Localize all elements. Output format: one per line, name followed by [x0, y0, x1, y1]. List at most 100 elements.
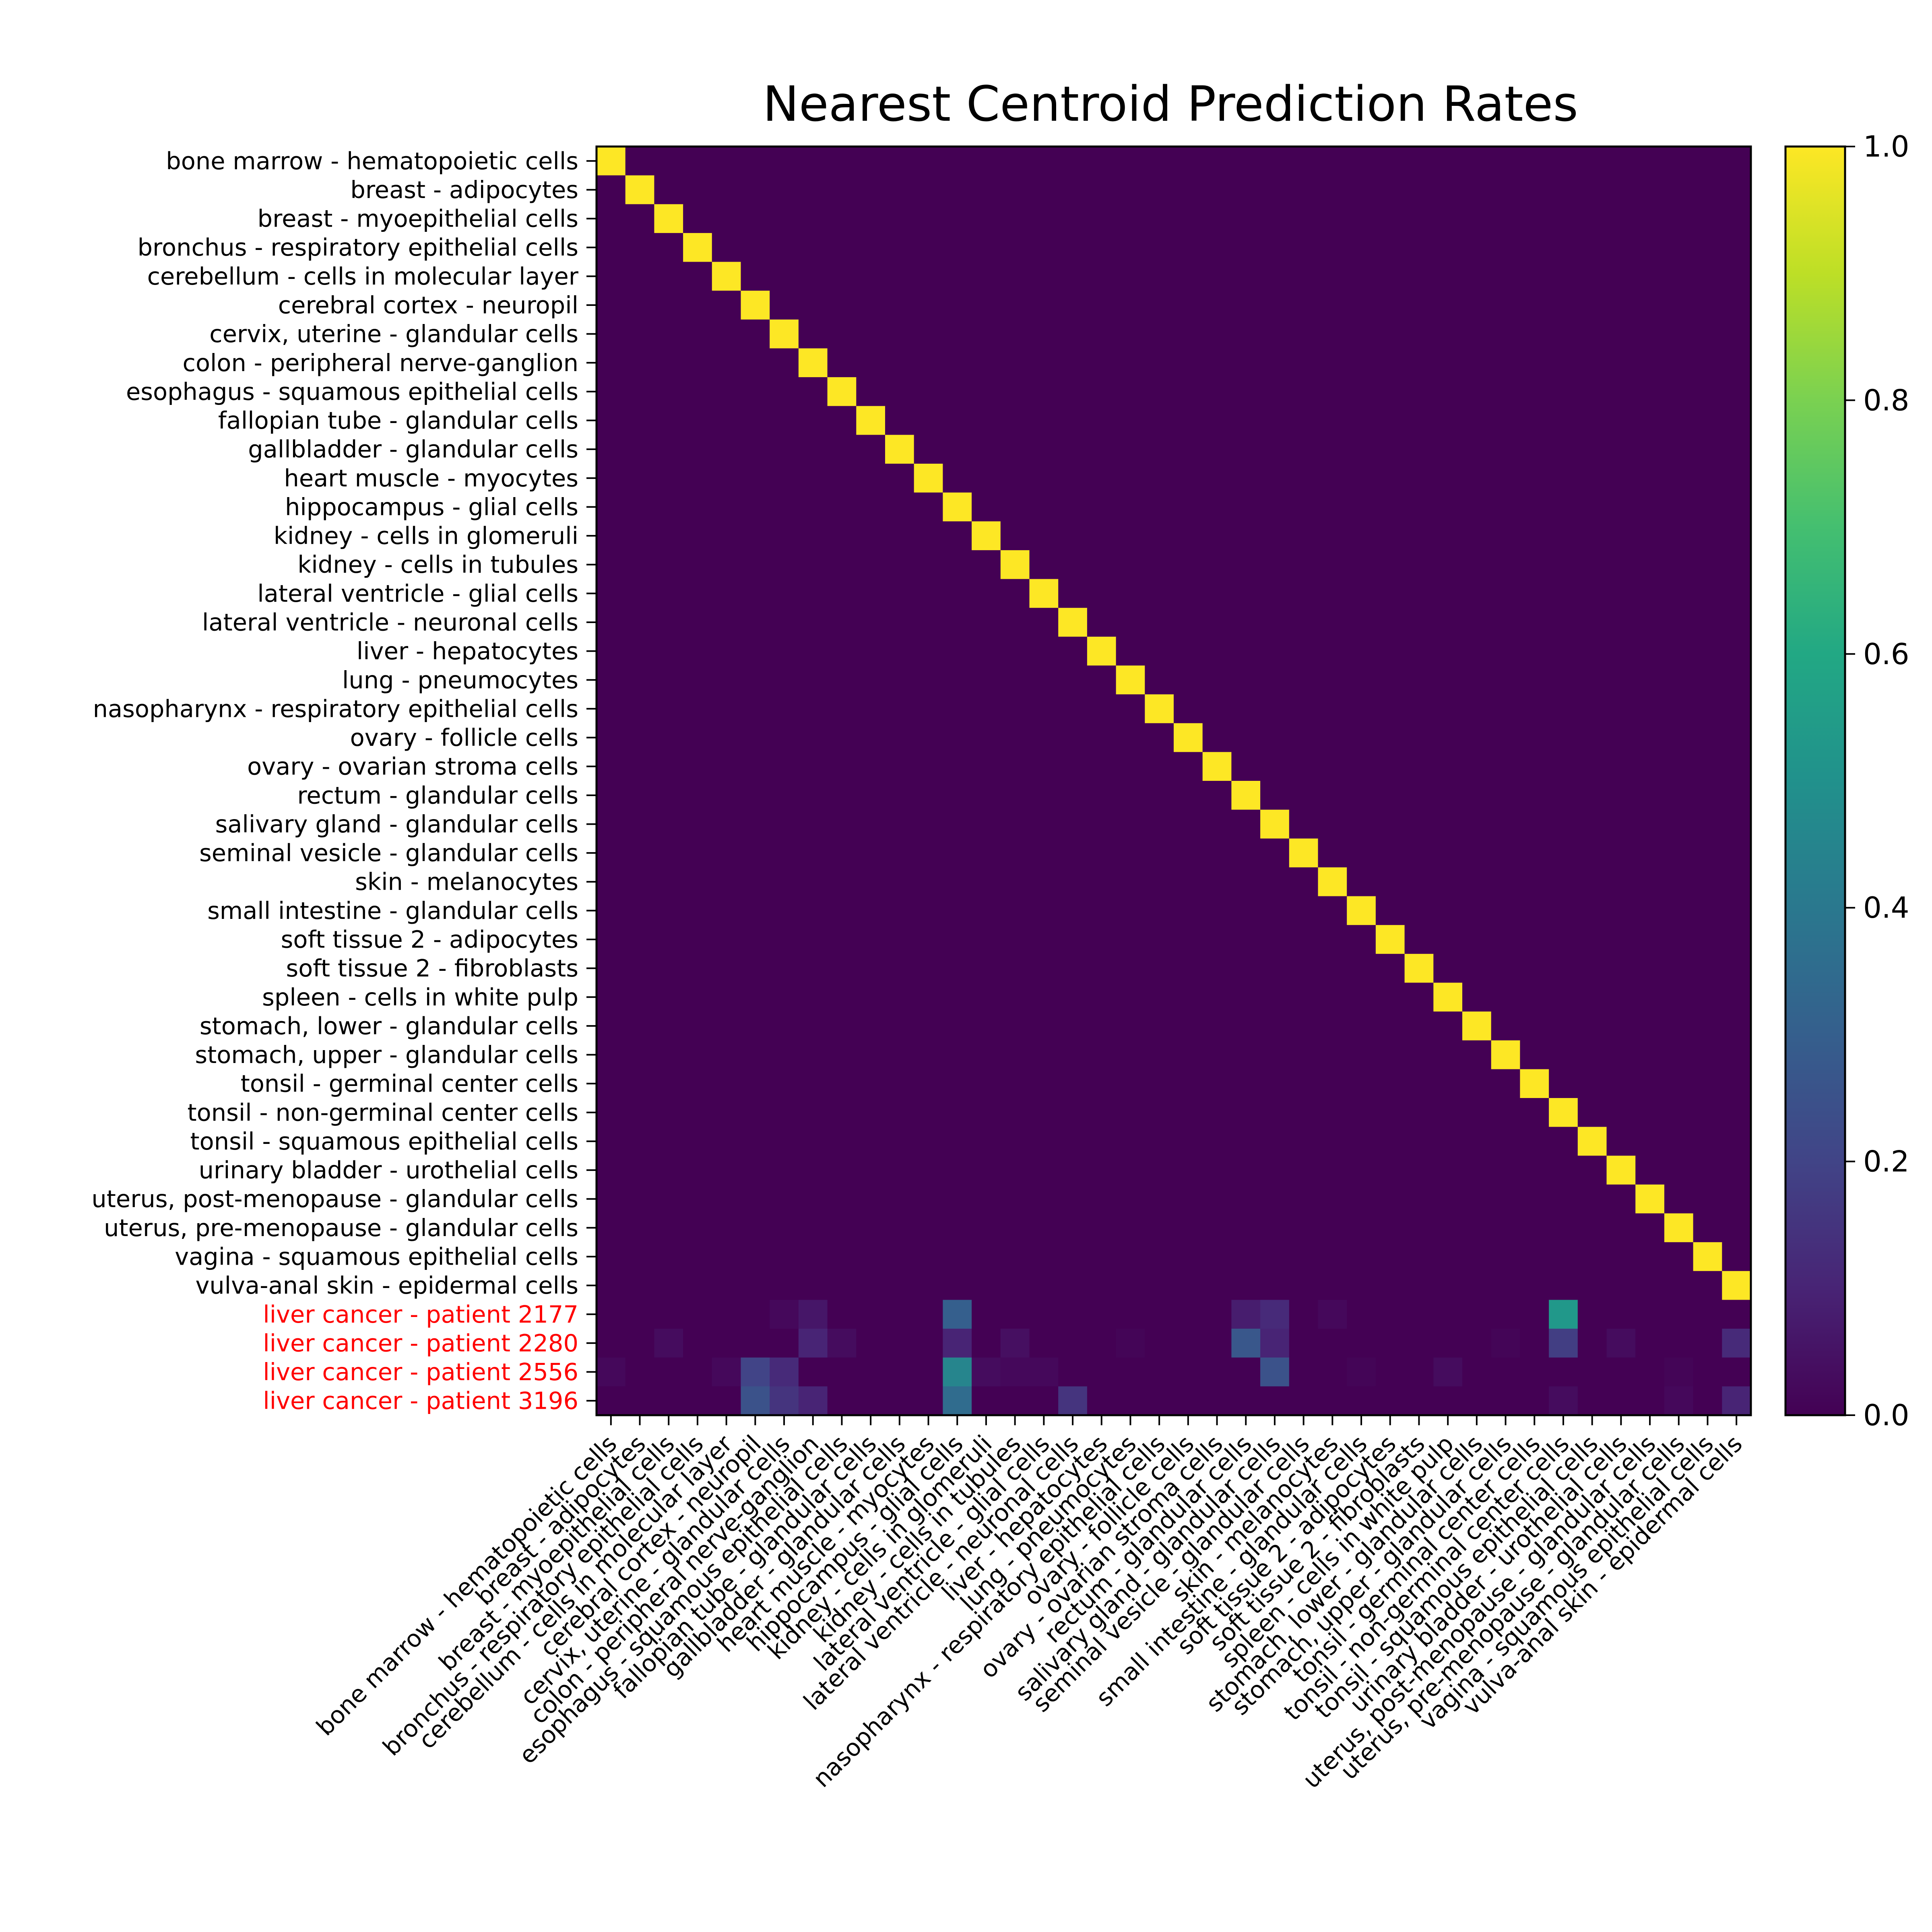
heatmap-cell	[712, 925, 741, 954]
heatmap-cell	[741, 435, 770, 464]
heatmap-cell	[1433, 896, 1463, 925]
heatmap-cell	[798, 1329, 828, 1358]
heatmap-cell	[1116, 175, 1146, 205]
heatmap-cell	[1635, 838, 1665, 868]
heatmap-cell	[1491, 377, 1521, 407]
heatmap-cell	[1693, 809, 1723, 839]
heatmap-cell	[1606, 291, 1636, 320]
heatmap-cell	[1000, 348, 1030, 378]
heatmap-cell	[856, 608, 886, 637]
heatmap-cell	[1029, 896, 1059, 925]
heatmap-cell	[1433, 1184, 1463, 1214]
heatmap-cell	[597, 636, 626, 666]
heatmap-cell	[654, 1127, 683, 1156]
heatmap-cell	[1520, 1271, 1549, 1300]
heatmap-cell	[1520, 1242, 1549, 1271]
heatmap-cell	[1116, 233, 1146, 262]
heatmap-cell	[741, 1011, 770, 1041]
heatmap-cell	[1404, 464, 1434, 493]
heatmap-cell	[1433, 464, 1463, 493]
heatmap-cell	[1202, 1386, 1232, 1416]
heatmap-cell	[712, 1184, 741, 1214]
heatmap-cell	[1087, 1011, 1117, 1041]
heatmap-cell	[1549, 983, 1578, 1012]
heatmap-cell	[1491, 925, 1521, 954]
heatmap-cell	[1491, 1242, 1521, 1271]
heatmap-cell	[683, 896, 712, 925]
heatmap-cell	[1347, 1357, 1376, 1387]
heatmap-cell	[625, 1242, 655, 1271]
heatmap-cell	[1635, 492, 1665, 522]
heatmap-cell	[1722, 925, 1751, 954]
heatmap-cell	[914, 492, 943, 522]
heatmap-cell	[625, 262, 655, 291]
heatmap-cell	[943, 1242, 972, 1271]
heatmap-cell	[1000, 809, 1030, 839]
heatmap-cell	[1577, 204, 1607, 233]
heatmap-cell	[1606, 1329, 1636, 1358]
heatmap-cell	[1693, 867, 1723, 897]
heatmap-cell	[683, 608, 712, 637]
heatmap-cell	[1289, 147, 1319, 176]
heatmap-cell	[597, 204, 626, 233]
heatmap-cell	[1433, 550, 1463, 580]
heatmap-cell	[1058, 1271, 1088, 1300]
heatmap-cell	[1635, 1329, 1665, 1358]
heatmap-cell	[885, 925, 914, 954]
heatmap-cell	[597, 1184, 626, 1214]
heatmap-cell	[1722, 954, 1751, 983]
heatmap-cell	[1404, 1069, 1434, 1098]
heatmap-cell	[943, 175, 972, 205]
heatmap-cell	[741, 204, 770, 233]
heatmap-cell	[1318, 204, 1347, 233]
heatmap-cell	[1202, 1156, 1232, 1185]
heatmap-cell	[1693, 636, 1723, 666]
heatmap-cell	[625, 204, 655, 233]
heatmap-cell	[1260, 694, 1290, 724]
heatmap-cell	[1520, 954, 1549, 983]
heatmap-cell	[597, 291, 626, 320]
heatmap-cell	[1520, 752, 1549, 781]
heatmap-cell	[827, 435, 857, 464]
heatmap-cell	[798, 896, 828, 925]
heatmap-cell	[1087, 579, 1117, 608]
heatmap-cell	[914, 435, 943, 464]
heatmap-cell	[625, 925, 655, 954]
heatmap-cell	[1289, 1242, 1319, 1271]
heatmap-cell	[1202, 521, 1232, 551]
heatmap-cell	[1549, 1127, 1578, 1156]
heatmap-cell	[943, 925, 972, 954]
heatmap-cell	[597, 867, 626, 897]
heatmap-cell	[1029, 1300, 1059, 1329]
heatmap-cell	[1577, 694, 1607, 724]
heatmap-cell	[1087, 175, 1117, 205]
heatmap-cell	[1693, 1156, 1723, 1185]
heatmap-cell	[1116, 867, 1146, 897]
heatmap-cell	[1087, 896, 1117, 925]
heatmap-cell	[1174, 377, 1203, 407]
heatmap-cell	[798, 147, 828, 176]
heatmap-cell	[654, 694, 683, 724]
heatmap-cell	[1318, 1329, 1347, 1358]
heatmap-cell	[856, 665, 886, 695]
heatmap-cell	[943, 1271, 972, 1300]
heatmap-cell	[1347, 521, 1376, 551]
heatmap-cell	[1491, 1184, 1521, 1214]
heatmap-cell	[770, 492, 799, 522]
heatmap-cell	[770, 1040, 799, 1070]
heatmap-cell	[1145, 1300, 1174, 1329]
heatmap-cell	[1491, 1329, 1521, 1358]
heatmap-cell	[885, 435, 914, 464]
heatmap-cell	[597, 1329, 626, 1358]
heatmap-cell	[1549, 147, 1578, 176]
heatmap-cell	[1318, 896, 1347, 925]
heatmap-cell	[654, 1069, 683, 1098]
heatmap-cell	[683, 723, 712, 753]
heatmap-cell	[1087, 291, 1117, 320]
y-tick-label: small intestine - glandular cells	[207, 897, 578, 925]
heatmap-cell	[1549, 1184, 1578, 1214]
heatmap-cell	[1029, 1357, 1059, 1387]
heatmap-cell	[827, 1357, 857, 1387]
heatmap-cell	[1087, 262, 1117, 291]
heatmap-cell	[1202, 608, 1232, 637]
